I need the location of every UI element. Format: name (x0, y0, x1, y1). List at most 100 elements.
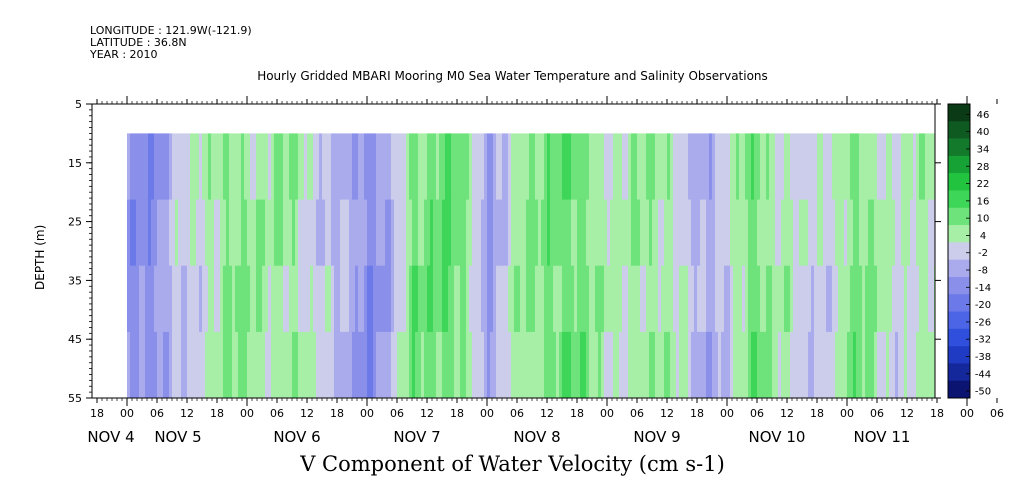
x-tick-label: 06 (270, 407, 284, 420)
data-cell (253, 133, 257, 200)
data-cell (391, 133, 395, 200)
data-cell (838, 331, 842, 399)
data-cell (154, 133, 158, 200)
data-cell (412, 199, 416, 267)
data-cell (580, 265, 584, 333)
data-cell (559, 199, 563, 267)
data-cell (586, 133, 590, 200)
data-cell (370, 133, 374, 200)
data-cell (259, 265, 263, 333)
data-cell (901, 331, 905, 399)
data-cell (247, 199, 251, 267)
data-cell (199, 331, 203, 399)
data-cell (403, 331, 407, 399)
data-cell (451, 133, 455, 200)
data-cell (571, 133, 575, 200)
data-cell (916, 265, 920, 333)
data-cell (700, 331, 704, 399)
data-cell (568, 199, 572, 267)
data-cell (223, 133, 227, 200)
data-cell (145, 331, 149, 399)
data-cell (634, 199, 638, 267)
data-cell (325, 265, 329, 333)
data-cell (385, 331, 389, 399)
data-cell (403, 133, 407, 200)
data-cell (463, 265, 467, 333)
data-cell (610, 199, 614, 267)
data-cell (892, 133, 896, 200)
data-cell (673, 331, 677, 399)
data-cell (760, 133, 764, 200)
data-cell (430, 331, 434, 399)
data-cell (907, 331, 911, 399)
data-cell (688, 133, 692, 200)
data-cell (175, 265, 179, 333)
data-cell (295, 199, 299, 267)
data-cell (826, 133, 830, 200)
data-cell (778, 331, 782, 399)
data-cell (334, 133, 338, 200)
data-cell (556, 331, 560, 399)
data-cell (670, 265, 674, 333)
x-tick-label: 06 (510, 407, 524, 420)
data-cell (856, 133, 860, 200)
data-cell (253, 331, 257, 399)
data-cell (586, 199, 590, 267)
data-cell (784, 265, 788, 333)
x-day-label: NOV 5 (154, 428, 201, 446)
data-cell (643, 265, 647, 333)
data-cell (892, 331, 896, 399)
data-cell (898, 331, 902, 399)
data-cell (574, 199, 578, 267)
data-cell (535, 331, 539, 399)
data-cell (310, 331, 314, 399)
data-cell (880, 331, 884, 399)
chart-title: Hourly Gridded MBARI Mooring M0 Sea Wate… (257, 69, 768, 83)
data-cell (832, 265, 836, 333)
data-cell (274, 265, 278, 333)
data-cell (718, 133, 722, 200)
data-cell (571, 331, 575, 399)
data-cell (172, 133, 176, 200)
data-cell (376, 265, 380, 333)
data-cell (520, 331, 524, 399)
data-cell (835, 331, 839, 399)
data-cell (835, 265, 839, 333)
data-cell (349, 133, 353, 200)
data-cell (457, 331, 461, 399)
data-cell (694, 331, 698, 399)
data-cell (919, 265, 923, 333)
data-cell (475, 133, 479, 200)
data-cell (721, 331, 725, 399)
data-cell (496, 265, 500, 333)
data-cell (571, 265, 575, 333)
data-cell (478, 265, 482, 333)
data-cell (364, 133, 368, 200)
data-cell (775, 265, 779, 333)
data-cell (670, 133, 674, 200)
data-cell (133, 133, 137, 200)
data-cell (142, 265, 146, 333)
data-cell (130, 265, 134, 333)
data-cell (748, 265, 752, 333)
data-cell (427, 265, 431, 333)
data-cell (214, 133, 218, 200)
data-cell (247, 265, 251, 333)
data-cell (445, 133, 449, 200)
data-cell (580, 331, 584, 399)
data-cell (682, 331, 686, 399)
data-cell (499, 265, 503, 333)
data-cell (736, 331, 740, 399)
data-cell (928, 133, 932, 200)
data-cell (319, 331, 323, 399)
data-cell (238, 133, 242, 200)
x-tick-label: 18 (690, 407, 704, 420)
data-cell (496, 331, 500, 399)
data-cell (520, 199, 524, 267)
data-cell (721, 265, 725, 333)
data-cell (697, 133, 701, 200)
data-cell (556, 199, 560, 267)
data-cell (340, 199, 344, 267)
data-cell (883, 331, 887, 399)
data-cell (616, 133, 620, 200)
